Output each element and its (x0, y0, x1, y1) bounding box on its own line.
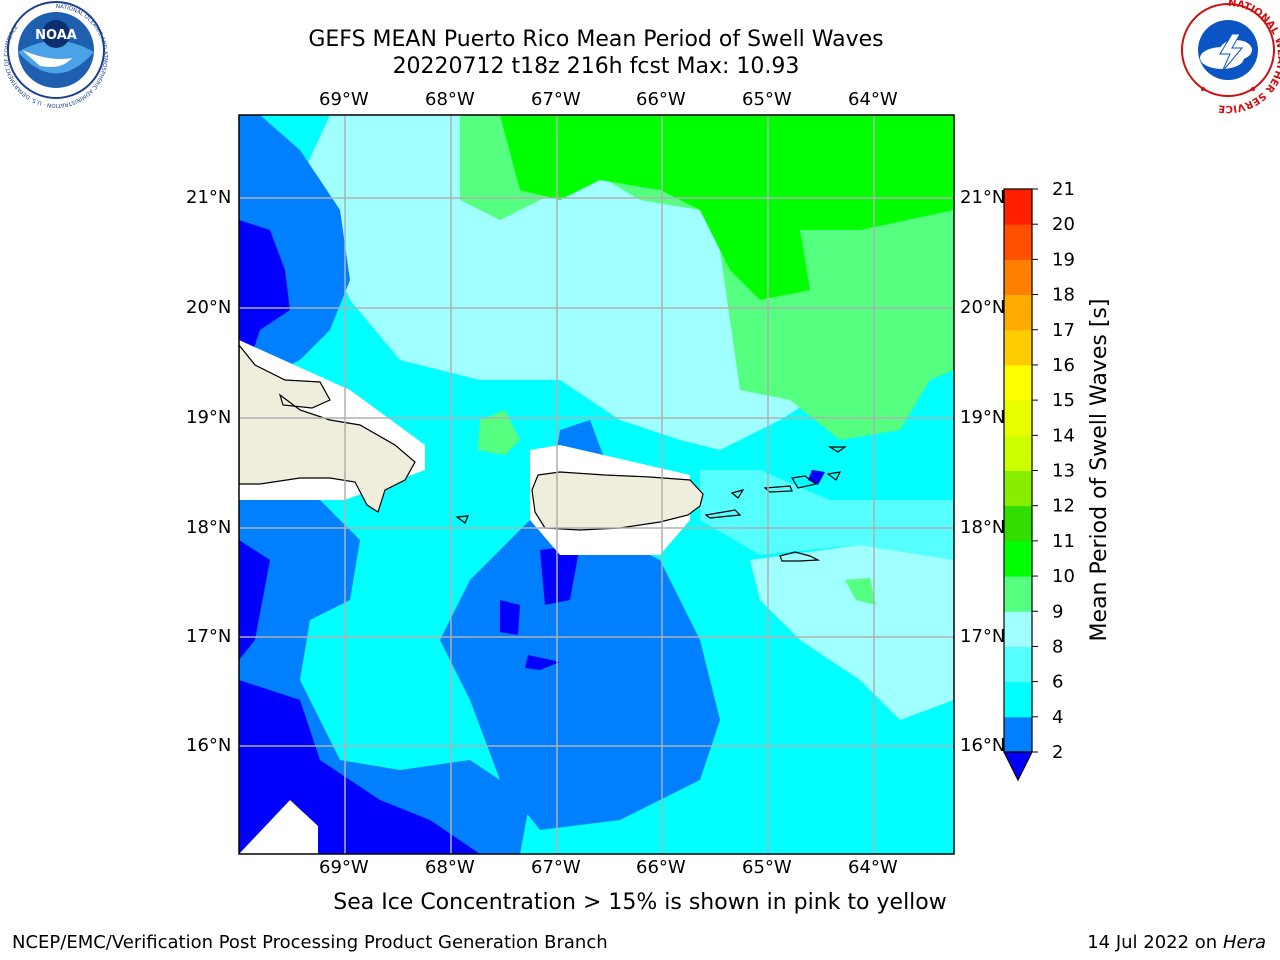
contour-band-2-4 (500, 600, 520, 635)
island (791, 475, 818, 489)
colorbar-tick-label: 18 (1052, 285, 1075, 306)
colorbar-segment (1004, 576, 1032, 612)
colorbar-segment (1004, 435, 1032, 471)
lon-label-bottom: 64°W (848, 857, 898, 878)
lat-label-right: 17°N (960, 626, 1006, 647)
lat-label-left: 17°N (186, 626, 232, 647)
lat-label-left: 21°N (186, 187, 232, 208)
lon-label-top: 66°W (636, 89, 686, 110)
colorbar-tick-label: 16 (1052, 355, 1075, 376)
noaa-logo: NATIONAL OCEANIC AND ATMOSPHERIC ADMINIS… (4, 1, 108, 108)
lat-label-left: 19°N (186, 407, 232, 428)
colorbar-tick-label: 12 (1052, 496, 1075, 517)
footer-machine: Hera (1222, 932, 1266, 953)
colorbar-tick-label: 6 (1052, 672, 1063, 693)
colorbar-tick-label: 2 (1052, 742, 1063, 763)
map-frame (238, 114, 955, 855)
colorbar-tick-label: 11 (1052, 531, 1075, 552)
lon-label-bottom: 69°W (319, 857, 369, 878)
title-line-1: GEFS MEAN Puerto Rico Mean Period of Swe… (308, 27, 884, 52)
colorbar-segment (1004, 611, 1032, 647)
island (730, 489, 745, 499)
colorbar-tick-label: 4 (1052, 707, 1063, 728)
contour-band-2-4 (239, 220, 290, 360)
sea-ice-note: Sea Ice Concentration > 15% is shown in … (333, 890, 947, 915)
colorbar-tick-label: 21 (1052, 179, 1075, 200)
colorbar-segment (1004, 189, 1032, 225)
contour-band-8-9 (750, 545, 954, 720)
nws-logo: NATIONAL WEATHER SERVICE (1181, 0, 1280, 114)
contour-band-4-6 (440, 520, 720, 830)
contour-band-10-11 (500, 115, 954, 300)
swell-period-field (239, 115, 954, 854)
colorbar-segment (1004, 646, 1032, 683)
contour-band-2-4 (525, 655, 560, 670)
colorbar-segment (1004, 540, 1032, 577)
colorbar-segment (1004, 505, 1032, 542)
colorbar-segment (1004, 364, 1032, 401)
colorbar-tick-label: 13 (1052, 461, 1075, 482)
island (704, 509, 742, 519)
noaa-text: NOAA (35, 28, 77, 43)
lon-label-top: 69°W (319, 89, 369, 110)
colorbar-tick-label: 17 (1052, 320, 1075, 341)
lon-label-top: 67°W (531, 89, 581, 110)
colorbar-segment (1004, 329, 1032, 366)
footer-date-text: 14 Jul 2022 on (1087, 932, 1218, 953)
island (827, 446, 847, 453)
lat-label-left: 16°N (186, 735, 232, 756)
lon-label-top: 65°W (742, 89, 792, 110)
colorbar-tick-label: 19 (1052, 249, 1075, 270)
colorbar-segment (1004, 400, 1032, 436)
lon-label-bottom: 65°W (742, 857, 792, 878)
title-line-2: 20220712 t18z 216h fcst Max: 10.93 (392, 54, 800, 79)
lat-label-right: 18°N (960, 517, 1006, 538)
lon-label-top: 68°W (425, 89, 475, 110)
island (455, 515, 469, 524)
lat-label-right: 21°N (960, 187, 1006, 208)
colorbar-tick-label: 15 (1052, 390, 1075, 411)
colorbar-tick-label: 8 (1052, 636, 1063, 657)
footer-date: 14 Jul 2022 on Hera (1087, 932, 1266, 953)
lat-label-right: 20°N (960, 297, 1006, 318)
colorbar-tick-label: 10 (1052, 566, 1075, 587)
island (779, 551, 821, 562)
colorbar-extend-triangle (1003, 751, 1033, 782)
contour-band-2-4 (239, 540, 270, 660)
contour-band-9-10 (845, 578, 876, 605)
colorbar-segment (1004, 224, 1032, 260)
lon-label-bottom: 68°W (425, 857, 475, 878)
hispaniola-landmass (239, 344, 416, 513)
colorbar-segment (1004, 681, 1032, 718)
lon-label-top: 64°W (848, 89, 898, 110)
footer-credit: NCEP/EMC/Verification Post Processing Pr… (12, 932, 608, 953)
graticule (239, 115, 954, 854)
contour-band-8-9 (700, 470, 954, 560)
no-data-area (239, 800, 318, 854)
lat-label-left: 18°N (186, 517, 232, 538)
lat-label-right: 16°N (960, 735, 1006, 756)
puerto-rico-landmass (531, 471, 704, 531)
lat-label-right: 19°N (960, 407, 1006, 428)
lon-label-bottom: 67°W (531, 857, 581, 878)
colorbar-segment (1004, 259, 1032, 296)
contour-band-2-4 (540, 545, 580, 605)
colorbar-tick-label: 14 (1052, 425, 1075, 446)
colorbar-label: Mean Period of Swell Waves [s] (1087, 299, 1112, 642)
island (826, 471, 842, 481)
colorbar-tick-label: 9 (1052, 601, 1063, 622)
colorbar-segment (1004, 716, 1032, 753)
contour-band-9-10 (478, 410, 520, 455)
colorbar: 2 4 6 8 9 10 11 12 13 14 15 16 17 18 19 20 21 Mean Period… (1003, 179, 1112, 782)
colorbar-segment (1004, 470, 1032, 507)
colorbar-segment (1004, 294, 1032, 331)
lat-label-left: 20°N (186, 297, 232, 318)
colorbar-tick-label: 20 (1052, 214, 1075, 235)
lon-label-bottom: 66°W (636, 857, 686, 878)
